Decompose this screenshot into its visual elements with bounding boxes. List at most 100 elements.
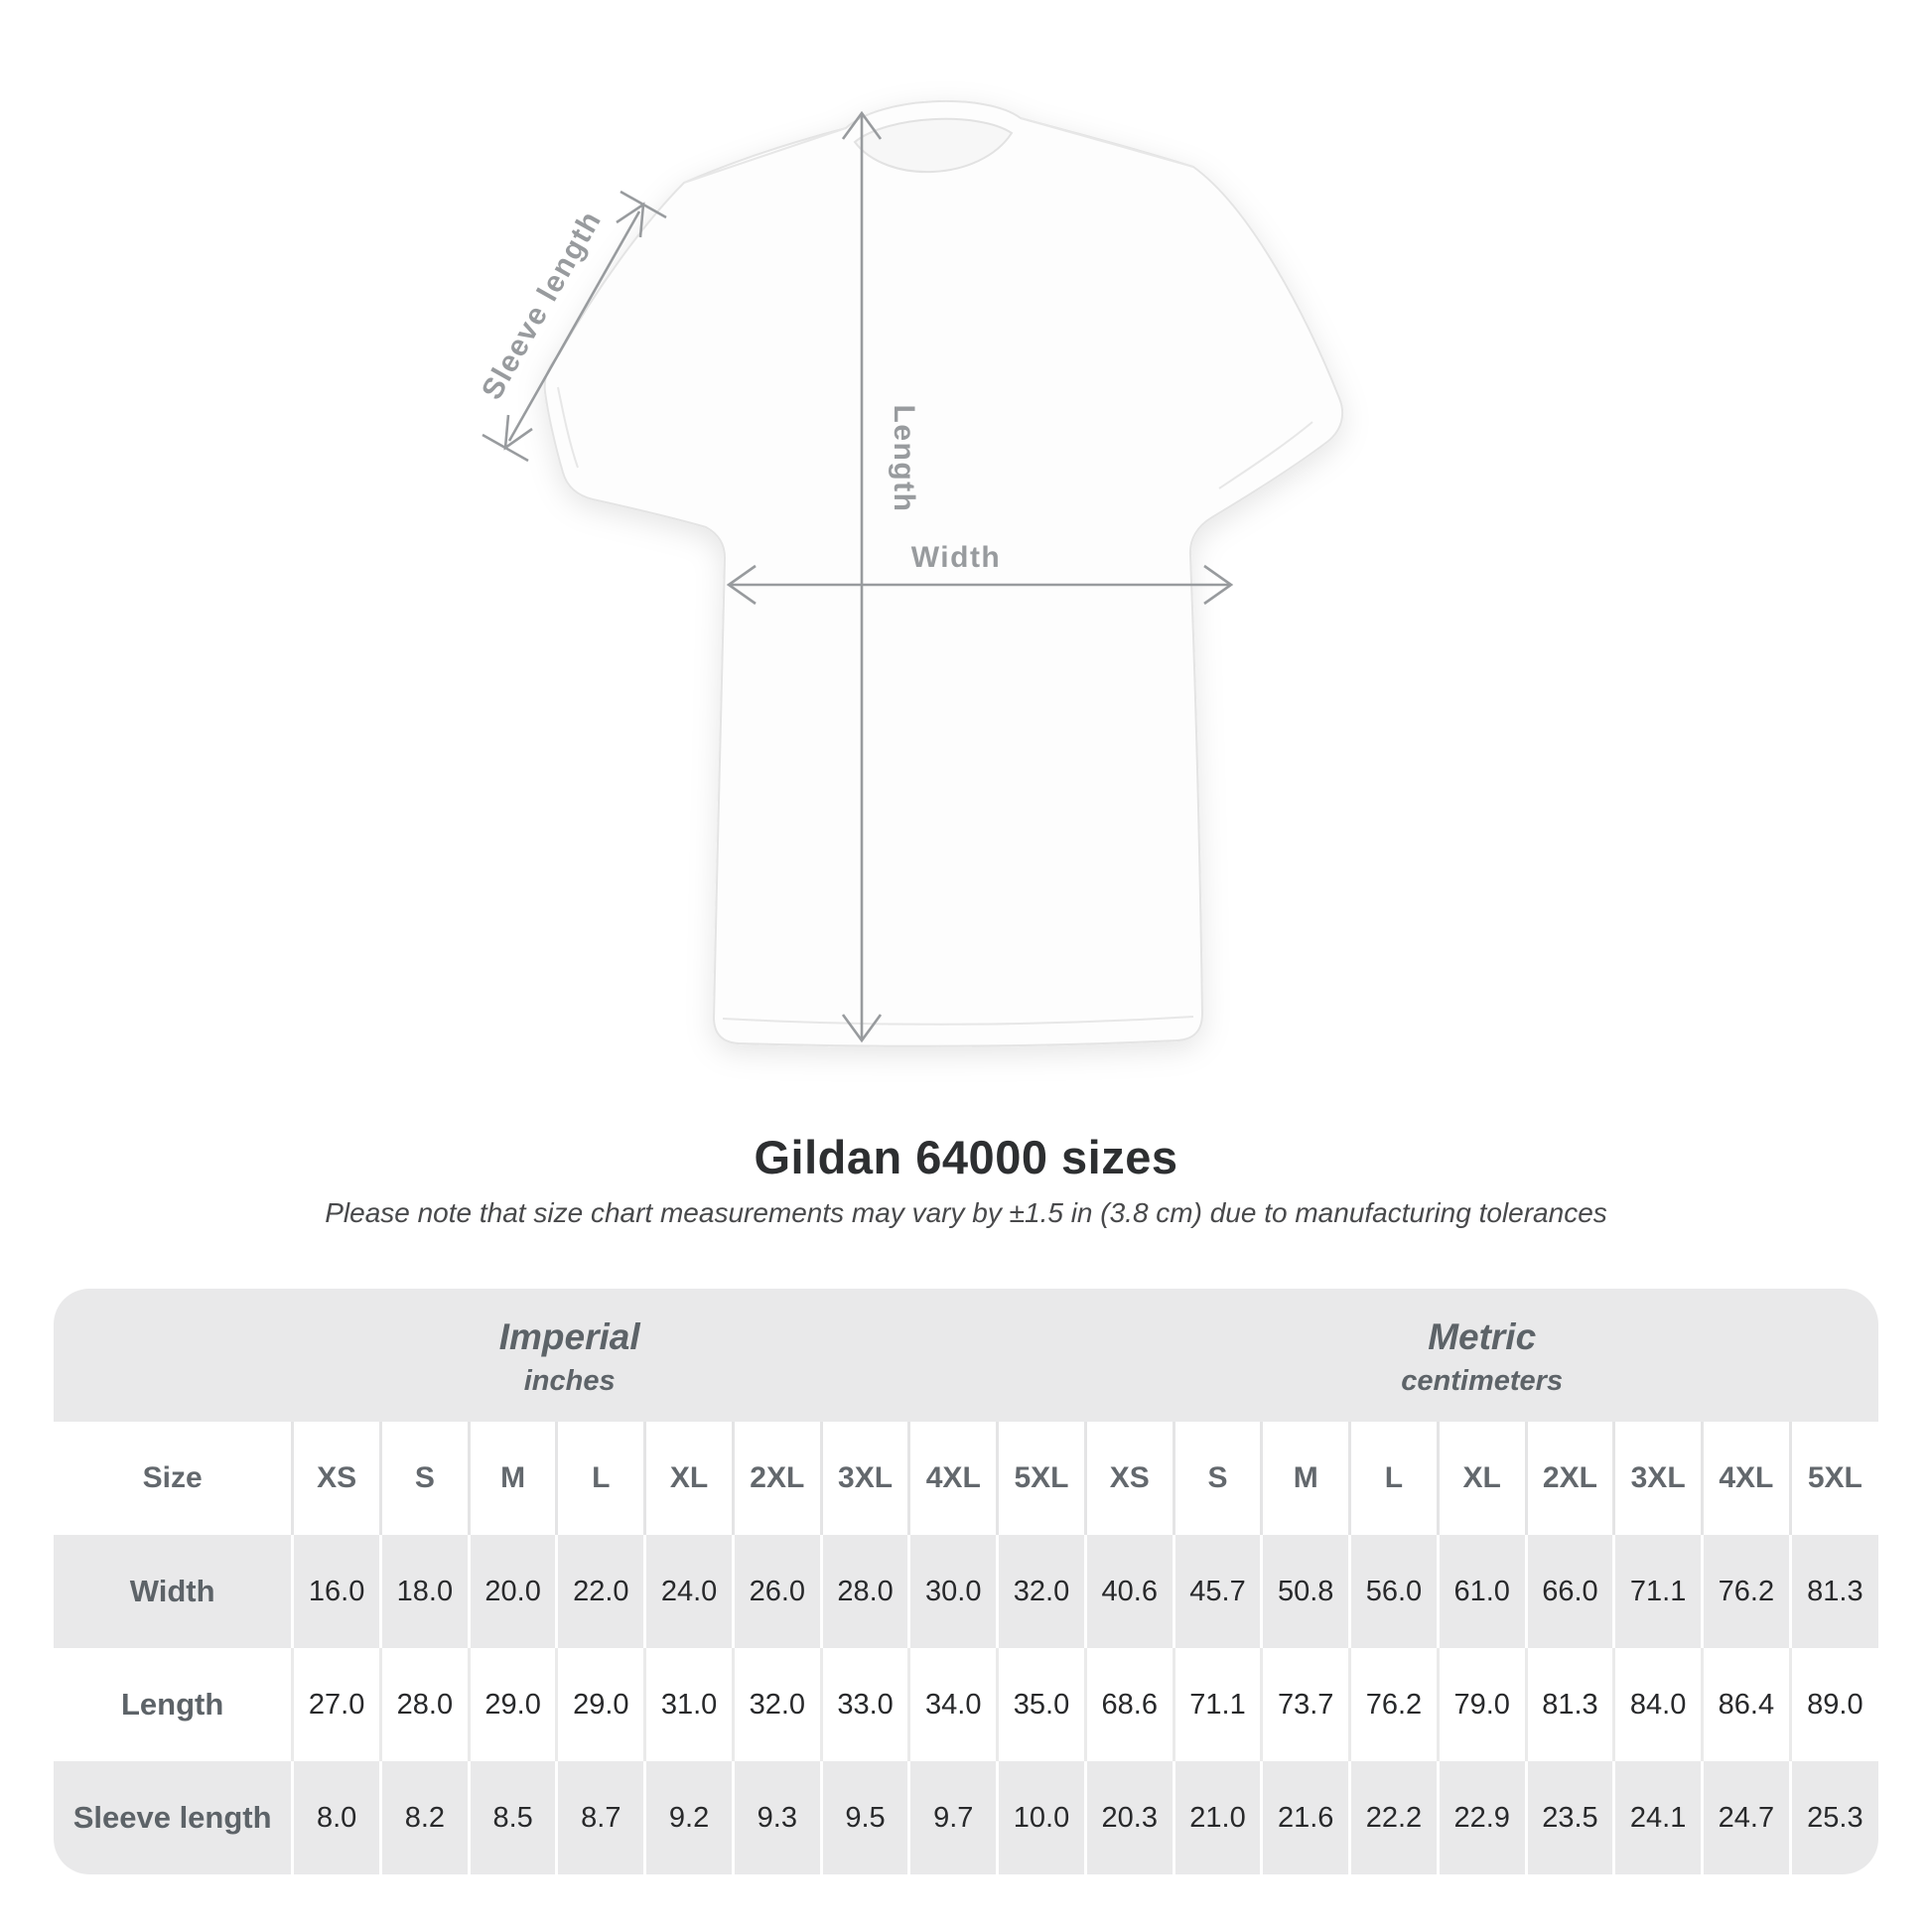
metric-value: 25.3 bbox=[1788, 1761, 1878, 1874]
imperial-value: 27.0 bbox=[291, 1648, 381, 1761]
imperial-value: 35.0 bbox=[996, 1648, 1086, 1761]
tolerance-note: Please note that size chart measurements… bbox=[325, 1197, 1607, 1228]
imperial-value: 29.0 bbox=[555, 1648, 645, 1761]
metric-value: 84.0 bbox=[1612, 1648, 1703, 1761]
right-sleeve-hem bbox=[1218, 421, 1313, 489]
metric-value: 21.6 bbox=[1260, 1761, 1350, 1874]
imperial-value: 20.0 bbox=[467, 1535, 557, 1648]
length-annotation: Length bbox=[841, 110, 920, 1043]
imperial-value: 9.7 bbox=[907, 1761, 998, 1874]
size-header-row: Size XS S M L XL 2XL 3XL 4XL 5XL XS S M L XL 2XL 3XL 4XL 5… bbox=[54, 1422, 1878, 1535]
metric-value: 22.9 bbox=[1436, 1761, 1527, 1874]
imperial-value: 28.0 bbox=[379, 1648, 470, 1761]
size-table-body: Width 16.0 18.0 20.0 22.0 24.0 26.0 28.0 30.0 32.… bbox=[54, 1535, 1878, 1874]
size-label-metric-4xl: 4XL bbox=[1701, 1422, 1791, 1535]
size-label-imperial-2xl: 2XL bbox=[731, 1422, 822, 1535]
metric-value: 76.2 bbox=[1348, 1648, 1439, 1761]
arrow-up-icon bbox=[841, 110, 883, 140]
imperial-unit: inches bbox=[523, 1365, 616, 1397]
width-annotation: Width bbox=[726, 541, 1234, 606]
size-label-imperial-xs: XS bbox=[291, 1422, 381, 1535]
imperial-value: 34.0 bbox=[907, 1648, 998, 1761]
metric-label: Metric bbox=[1428, 1316, 1537, 1357]
metric-value: 20.3 bbox=[1083, 1761, 1174, 1874]
right-shoulder-seam bbox=[1020, 117, 1194, 168]
size-label-imperial-5xl: 5XL bbox=[996, 1422, 1086, 1535]
metric-value: 61.0 bbox=[1436, 1535, 1527, 1648]
imperial-value: 29.0 bbox=[467, 1648, 557, 1761]
metric-value: 56.0 bbox=[1348, 1535, 1439, 1648]
imperial-value: 18.0 bbox=[379, 1535, 470, 1648]
metric-value: 40.6 bbox=[1083, 1535, 1174, 1648]
size-label-metric-5xl: 5XL bbox=[1788, 1422, 1878, 1535]
metric-value: 45.7 bbox=[1172, 1535, 1262, 1648]
metric-value: 23.5 bbox=[1524, 1761, 1614, 1874]
size-label-metric-m: M bbox=[1260, 1422, 1350, 1535]
imperial-value: 30.0 bbox=[907, 1535, 998, 1648]
size-label-imperial-l: L bbox=[555, 1422, 645, 1535]
left-sleeve-hem bbox=[557, 386, 579, 469]
metric-value: 68.6 bbox=[1083, 1648, 1174, 1761]
imperial-header: Imperial inches bbox=[54, 1289, 1086, 1422]
imperial-value: 8.2 bbox=[379, 1761, 470, 1874]
size-label-imperial-xl: XL bbox=[643, 1422, 734, 1535]
metric-value: 24.7 bbox=[1701, 1761, 1791, 1874]
metric-header: Metric centimeters bbox=[1085, 1289, 1878, 1422]
imperial-value: 9.3 bbox=[731, 1761, 822, 1874]
imperial-value: 16.0 bbox=[291, 1535, 381, 1648]
imperial-value: 22.0 bbox=[555, 1535, 645, 1648]
arrow-down-icon bbox=[841, 1014, 883, 1043]
measurement-row-label: Sleeve length bbox=[54, 1761, 293, 1874]
metric-value: 21.0 bbox=[1172, 1761, 1262, 1874]
size-label-metric-l: L bbox=[1348, 1422, 1439, 1535]
metric-value: 71.1 bbox=[1612, 1535, 1703, 1648]
dimension-tick-top bbox=[620, 190, 667, 219]
size-label-imperial-m: M bbox=[467, 1422, 557, 1535]
size-label-metric-3xl: 3XL bbox=[1612, 1422, 1703, 1535]
left-shoulder-seam bbox=[683, 127, 847, 184]
size-label-metric-2xl: 2XL bbox=[1524, 1422, 1614, 1535]
metric-value: 81.3 bbox=[1788, 1535, 1878, 1648]
imperial-value: 32.0 bbox=[996, 1535, 1086, 1648]
collar bbox=[853, 117, 1014, 174]
metric-value: 50.8 bbox=[1260, 1535, 1350, 1648]
imperial-value: 24.0 bbox=[643, 1535, 734, 1648]
imperial-value: 31.0 bbox=[643, 1648, 734, 1761]
arrow-downleft-icon bbox=[503, 414, 533, 451]
page-title: Gildan 64000 sizes bbox=[754, 1131, 1178, 1183]
metric-value: 22.2 bbox=[1348, 1761, 1439, 1874]
metric-value: 66.0 bbox=[1524, 1535, 1614, 1648]
size-table: Imperial inches Metric centimeters Size X… bbox=[54, 1289, 1878, 1874]
tshirt-illustration bbox=[543, 99, 1344, 1047]
metric-value: 89.0 bbox=[1788, 1648, 1878, 1761]
imperial-value: 9.2 bbox=[643, 1761, 734, 1874]
metric-value: 73.7 bbox=[1260, 1648, 1350, 1761]
size-label-imperial-4xl: 4XL bbox=[907, 1422, 998, 1535]
bottom-hem bbox=[722, 1016, 1194, 1026]
imperial-value: 8.5 bbox=[467, 1761, 557, 1874]
metric-value: 81.3 bbox=[1524, 1648, 1614, 1761]
measurement-row-label: Length bbox=[54, 1648, 293, 1761]
imperial-value: 10.0 bbox=[996, 1761, 1086, 1874]
size-label-metric-xl: XL bbox=[1436, 1422, 1527, 1535]
imperial-label: Imperial bbox=[498, 1316, 640, 1357]
imperial-value: 32.0 bbox=[731, 1648, 822, 1761]
unit-header-row: Imperial inches Metric centimeters bbox=[54, 1289, 1878, 1422]
metric-value: 86.4 bbox=[1701, 1648, 1791, 1761]
imperial-value: 28.0 bbox=[819, 1535, 909, 1648]
imperial-value: 33.0 bbox=[819, 1648, 909, 1761]
tshirt-diagram: Length Width Sleeve length bbox=[476, 99, 1344, 1047]
metric-value: 24.1 bbox=[1612, 1761, 1703, 1874]
metric-value: 79.0 bbox=[1436, 1648, 1527, 1761]
measurement-row-sleeve-length: Sleeve length 8.0 8.2 8.5 8.7 9.2 9.3 9.5 9.7 10.… bbox=[54, 1761, 1878, 1874]
metric-unit: centimeters bbox=[1401, 1365, 1564, 1397]
imperial-value: 8.7 bbox=[555, 1761, 645, 1874]
size-label-imperial-s: S bbox=[379, 1422, 470, 1535]
width-label: Width bbox=[911, 541, 1002, 574]
size-table-container: Imperial inches Metric centimeters Size X… bbox=[54, 1289, 1878, 1874]
imperial-value: 9.5 bbox=[819, 1761, 909, 1874]
metric-value: 76.2 bbox=[1701, 1535, 1791, 1648]
length-label: Length bbox=[888, 405, 920, 513]
dimension-tick-bottom bbox=[482, 433, 529, 463]
